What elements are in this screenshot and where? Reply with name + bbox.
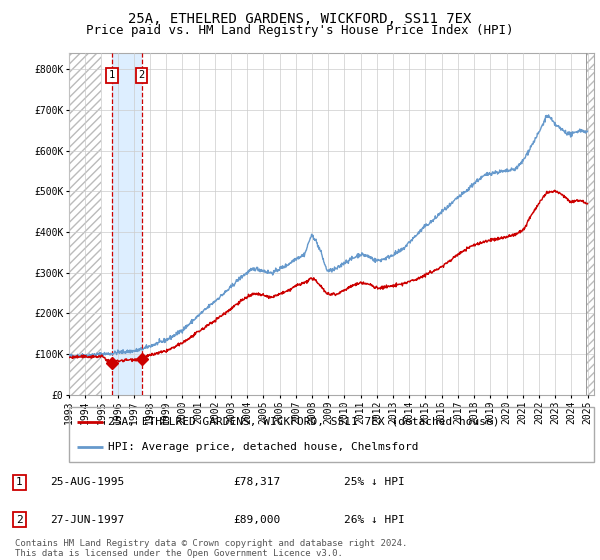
Text: 25A, ETHELRED GARDENS, WICKFORD, SS11 7EX (detached house): 25A, ETHELRED GARDENS, WICKFORD, SS11 7E… [109,417,500,427]
Bar [586,53,594,395]
Text: £78,317: £78,317 [233,478,280,487]
Text: 25% ↓ HPI: 25% ↓ HPI [344,478,404,487]
Text: 27-JUN-1997: 27-JUN-1997 [50,515,124,525]
Text: 26% ↓ HPI: 26% ↓ HPI [344,515,404,525]
Bar [69,53,101,395]
Text: £89,000: £89,000 [233,515,280,525]
Text: 2: 2 [139,71,145,81]
Text: 2: 2 [16,515,23,525]
Text: HPI: Average price, detached house, Chelmsford: HPI: Average price, detached house, Chel… [109,442,419,452]
Text: Price paid vs. HM Land Registry's House Price Index (HPI): Price paid vs. HM Land Registry's House … [86,24,514,36]
Text: 25A, ETHELRED GARDENS, WICKFORD, SS11 7EX: 25A, ETHELRED GARDENS, WICKFORD, SS11 7E… [128,12,472,26]
Text: 1: 1 [16,478,23,487]
Bar [112,53,142,395]
Text: 25-AUG-1995: 25-AUG-1995 [50,478,124,487]
Text: Contains HM Land Registry data © Crown copyright and database right 2024.
This d: Contains HM Land Registry data © Crown c… [15,539,407,558]
Text: 1: 1 [109,71,115,81]
